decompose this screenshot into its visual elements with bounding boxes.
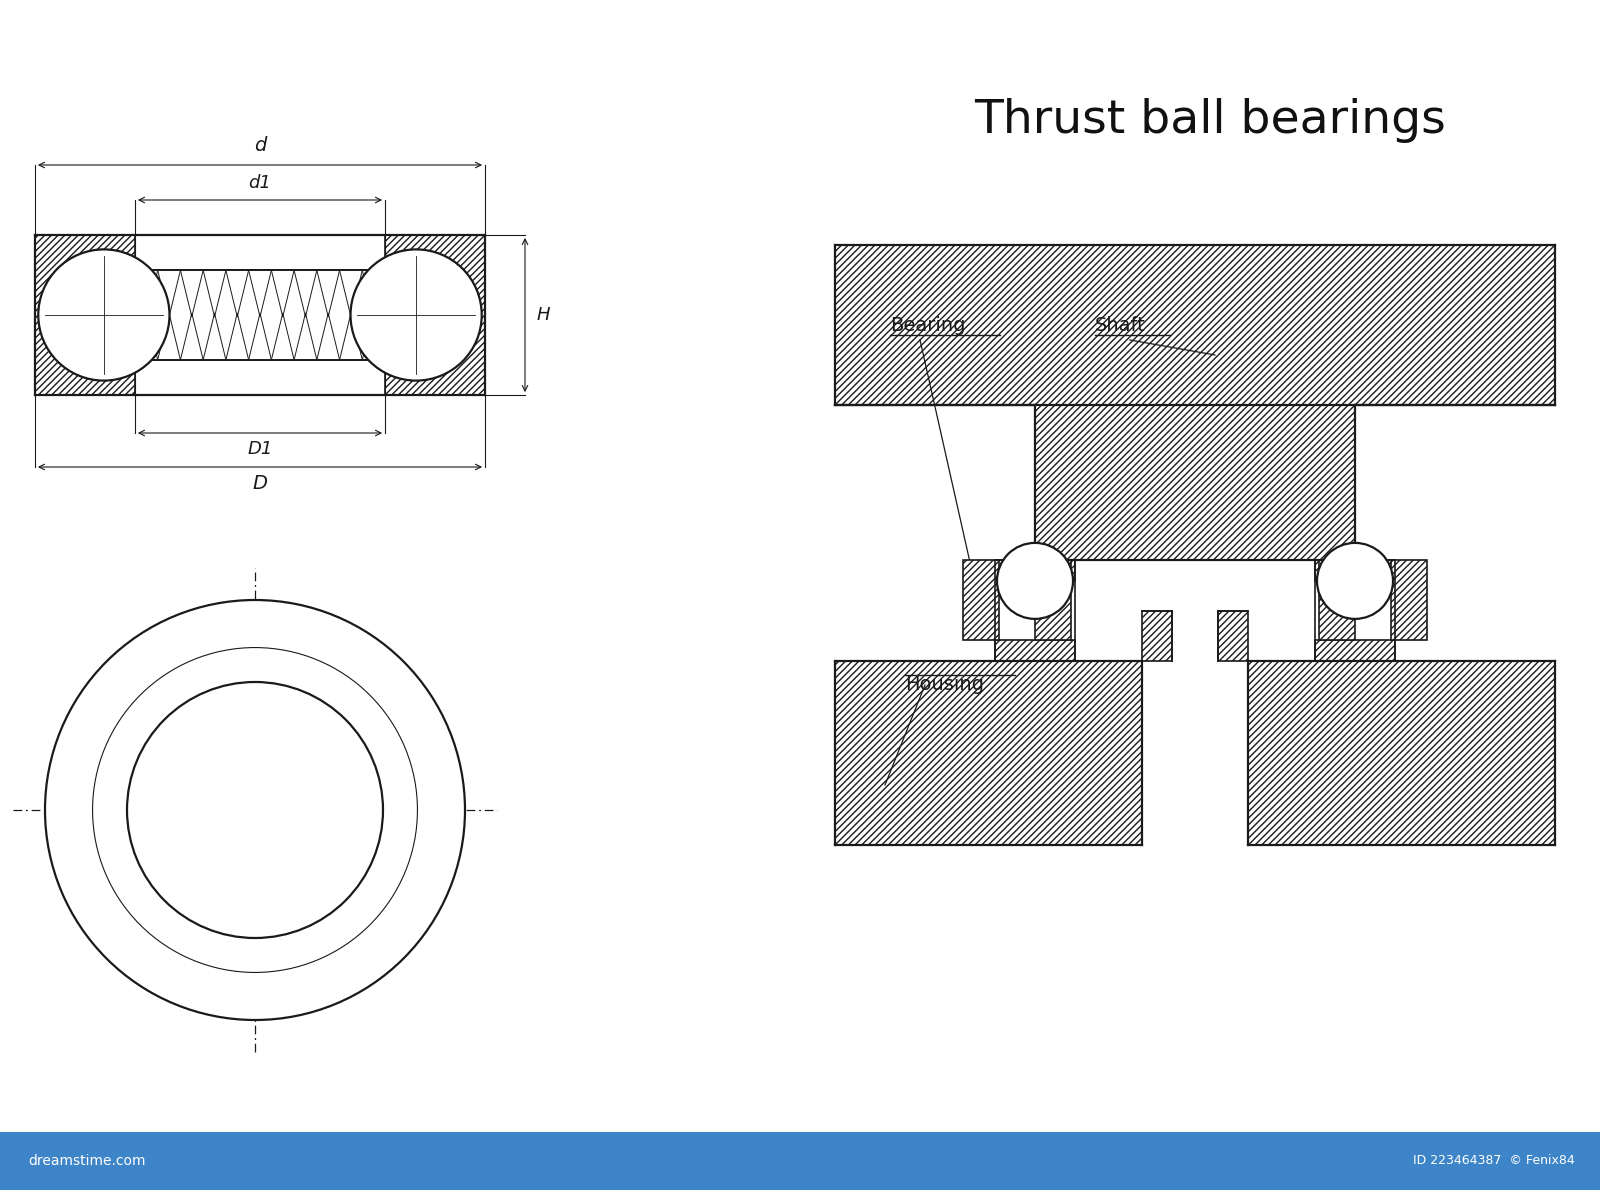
Polygon shape xyxy=(835,660,1142,845)
Text: D1: D1 xyxy=(248,440,272,458)
Circle shape xyxy=(45,600,466,1020)
Text: Thrust ball bearings: Thrust ball bearings xyxy=(974,98,1446,143)
Circle shape xyxy=(126,682,382,938)
Polygon shape xyxy=(835,245,1555,405)
Polygon shape xyxy=(0,1132,1600,1190)
Text: d1: d1 xyxy=(248,174,272,192)
Text: Housing: Housing xyxy=(906,675,984,694)
Polygon shape xyxy=(995,560,1075,581)
Text: dreamstime.com: dreamstime.com xyxy=(29,1154,146,1169)
Circle shape xyxy=(997,543,1074,619)
Polygon shape xyxy=(1315,640,1395,660)
Polygon shape xyxy=(1315,560,1395,581)
Circle shape xyxy=(38,250,170,381)
Circle shape xyxy=(1317,543,1394,619)
Polygon shape xyxy=(963,560,998,640)
Circle shape xyxy=(350,250,482,381)
Polygon shape xyxy=(1218,612,1248,660)
Text: ID 223464387  © Fenix84: ID 223464387 © Fenix84 xyxy=(1413,1154,1574,1167)
Circle shape xyxy=(93,647,418,972)
Text: Shaft: Shaft xyxy=(1094,317,1146,336)
Polygon shape xyxy=(1248,660,1555,845)
Text: Bearing: Bearing xyxy=(890,317,965,336)
Text: H: H xyxy=(538,306,550,324)
Polygon shape xyxy=(1390,560,1427,640)
Polygon shape xyxy=(35,234,139,395)
Polygon shape xyxy=(1142,612,1173,660)
Polygon shape xyxy=(134,359,386,395)
Polygon shape xyxy=(995,640,1075,660)
Polygon shape xyxy=(134,234,386,270)
Polygon shape xyxy=(381,234,485,395)
Text: D: D xyxy=(253,474,267,493)
Polygon shape xyxy=(1318,560,1355,640)
Polygon shape xyxy=(134,270,386,359)
Polygon shape xyxy=(1035,560,1070,640)
Text: d: d xyxy=(254,136,266,155)
Polygon shape xyxy=(1035,405,1355,560)
